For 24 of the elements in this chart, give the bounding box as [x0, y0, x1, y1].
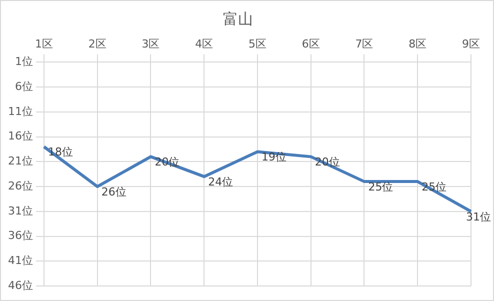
y-tick-label: 31位	[8, 204, 33, 218]
y-tick-label: 46位	[8, 278, 33, 292]
y-tick-label: 11位	[8, 104, 33, 118]
data-label: 26位	[101, 185, 126, 198]
y-tick-label: 21位	[8, 154, 33, 168]
data-label: 24位	[208, 175, 234, 188]
data-label: 25位	[368, 180, 394, 194]
y-tick-label: 41位	[8, 254, 33, 267]
x-tick-label: 4区	[195, 37, 214, 50]
y-tick-label: 36位	[8, 229, 33, 242]
data-label: 31位	[466, 210, 492, 224]
y-tick-label: 1位	[14, 55, 33, 68]
x-tick-label: 9区	[462, 37, 480, 50]
y-tick-label: 6位	[14, 80, 33, 93]
x-tick-label: 5区	[248, 37, 266, 50]
x-tick-label: 2区	[88, 37, 106, 50]
x-tick-label: 8区	[408, 37, 427, 50]
y-tick-label: 26位	[8, 179, 33, 192]
x-tick-label: 6区	[302, 37, 320, 50]
x-tick-label: 7区	[355, 37, 374, 50]
x-tick-label: 3区	[142, 37, 160, 50]
x-tick-label: 1区	[34, 37, 53, 50]
chart-title: 富山	[223, 10, 253, 28]
y-tick-label: 16位	[8, 130, 33, 143]
